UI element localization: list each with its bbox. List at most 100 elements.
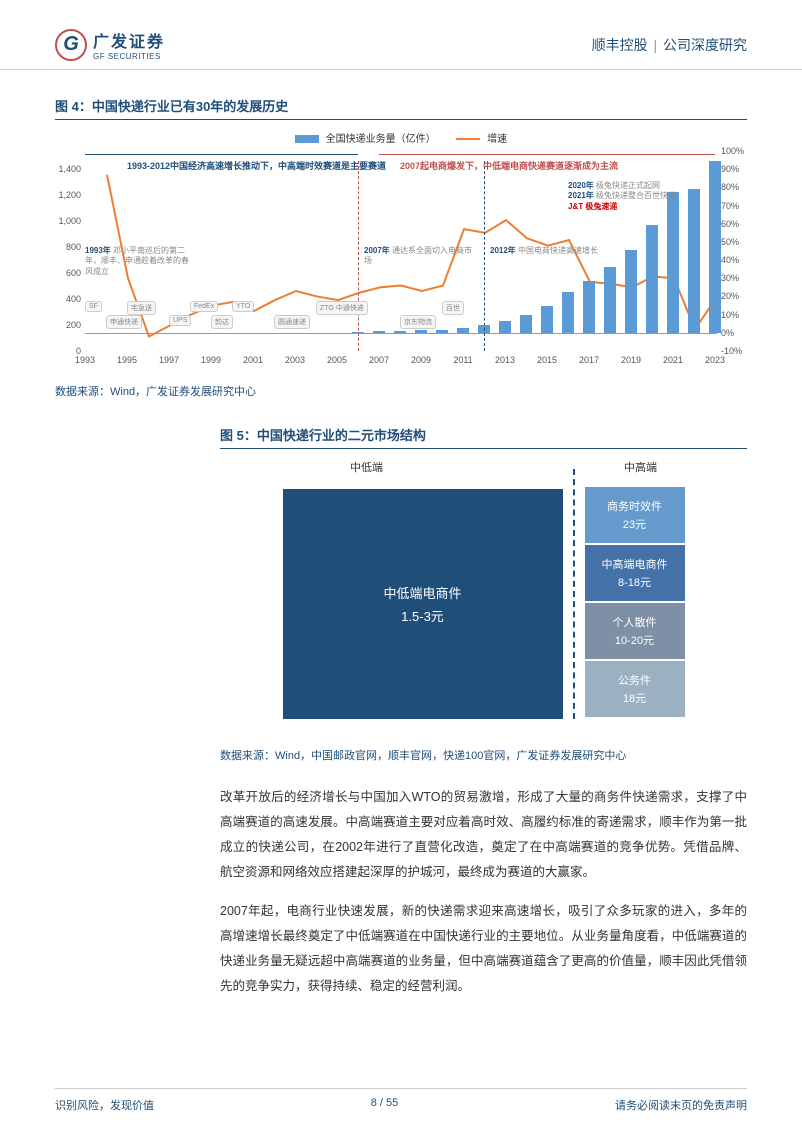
- legend-bar-swatch: [295, 135, 319, 143]
- x-tick: 2015: [537, 355, 557, 365]
- segment-label: 公务件: [618, 672, 651, 688]
- bar: [625, 250, 637, 332]
- segment-price: 8-18元: [618, 574, 651, 590]
- fig4-legend: 全国快递业务量（亿件） 增速: [55, 130, 747, 145]
- low-end-box: 中低端电商件 1.5-3元: [283, 489, 563, 719]
- y1-tick: 200: [66, 320, 81, 330]
- col-header-low: 中低端: [350, 459, 383, 475]
- bar: [667, 192, 679, 333]
- legend-bar-label: 全国快递业务量（亿件）: [326, 134, 436, 145]
- x-tick: 2019: [621, 355, 641, 365]
- y2-tick: 70%: [721, 201, 739, 211]
- company-logo-mini: 圆通速递: [274, 315, 310, 329]
- anno-event: 2007年 通达系全面切入电商市场: [364, 246, 474, 267]
- divider: [573, 469, 575, 719]
- stack-segment: 个人散件 10-20元: [585, 603, 685, 659]
- anno-period-1: 1993-2012中国经济高速增长推动下，中高端时效赛道是主要赛道: [127, 159, 386, 172]
- logo-en: GF SECURITIES: [93, 52, 165, 61]
- y2-tick: 10%: [721, 310, 739, 320]
- x-tick: 1993: [75, 355, 95, 365]
- company-logo-mini: 申通快递: [106, 315, 142, 329]
- company-logo-mini: YTO: [232, 301, 254, 312]
- vline: [484, 161, 485, 351]
- legend-line-swatch: [456, 138, 480, 140]
- x-tick: 2021: [663, 355, 683, 365]
- x-tick: 1997: [159, 355, 179, 365]
- y1-tick: 1,000: [58, 216, 81, 226]
- y2-tick: 90%: [721, 164, 739, 174]
- x-tick: 2001: [243, 355, 263, 365]
- x-tick: 2009: [411, 355, 431, 365]
- page-footer: 识别风险，发现价值 8 / 55 请务必阅读末页的免责声明: [55, 1088, 747, 1113]
- segment-label: 个人散件: [613, 614, 657, 630]
- x-tick: 2023: [705, 355, 725, 365]
- x-tick: 2007: [369, 355, 389, 365]
- y2-tick: 0%: [721, 328, 734, 338]
- y2-tick: 30%: [721, 273, 739, 283]
- y1-tick: 600: [66, 268, 81, 278]
- bar: [646, 225, 658, 333]
- paragraph-2: 2007年起，电商行业快速发展，新的快递需求迎来高速增长，吸引了众多玩家的进入，…: [220, 899, 747, 999]
- footer-right: 请务必阅读末页的免责声明: [615, 1097, 747, 1113]
- header-subject: 顺丰控股 | 公司深度研究: [592, 35, 747, 55]
- segment-price: 18元: [623, 690, 646, 706]
- x-tick: 2003: [285, 355, 305, 365]
- y2-tick: 60%: [721, 219, 739, 229]
- stack-segment: 公务件 18元: [585, 661, 685, 717]
- y1-tick: 400: [66, 294, 81, 304]
- company-logo-mini: ZTO 中通快递: [316, 301, 368, 315]
- fig4-plot-area: 02004006008001,0001,2001,400-10%0%10%20%…: [85, 151, 717, 351]
- footer-page: 8 / 55: [371, 1097, 399, 1113]
- y1-tick: 1,200: [58, 190, 81, 200]
- segment-label: 中高端电商件: [602, 556, 668, 572]
- footer-left: 识别风险，发现价值: [55, 1097, 154, 1113]
- anno-event: 2012年 中国电商快递高速增长: [490, 246, 600, 256]
- x-tick: 2005: [327, 355, 347, 365]
- logo: G 广发证券 GF SECURITIES: [55, 28, 165, 61]
- company-logo-mini: SF: [85, 301, 102, 312]
- body-text: 改革开放后的经济增长与中国加入WTO的贸易激增，形成了大量的商务件快递需求，支撑…: [220, 785, 747, 999]
- fig5-source: 数据来源：Wind，中国邮政官网，顺丰官网，快递100官网，广发证券发展研究中心: [220, 747, 747, 763]
- bar: [499, 321, 511, 333]
- page-header: G 广发证券 GF SECURITIES 顺丰控股 | 公司深度研究: [0, 0, 802, 70]
- logo-cn: 广发证券: [93, 28, 165, 52]
- page-current: 8: [371, 1097, 377, 1109]
- fig4-chart: 全国快递业务量（亿件） 增速 02004006008001,0001,2001,…: [55, 130, 747, 375]
- low-end-label: 中低端电商件: [383, 583, 461, 602]
- company-logo-mini: 百世: [442, 301, 464, 315]
- anno-jt: 2020年 极兔快递正式起网2021年 极兔快递整合百世快递J&T 极兔速递: [568, 181, 718, 212]
- y2-tick: 40%: [721, 255, 739, 265]
- fig5-chart: 中低端 中高端 中低端电商件 1.5-3元 商务时效件 23元中高端电商件 8-18…: [220, 459, 747, 739]
- segment-label: 商务时效件: [607, 498, 662, 514]
- bar: [562, 292, 574, 333]
- fig5-title: 图 5：中国快递行业的二元市场结构: [220, 425, 747, 449]
- company-logo-mini: UPS: [169, 315, 191, 326]
- anno-period-2: 2007起电商爆发下，中低端电商快递赛道逐渐成为主流: [400, 159, 618, 172]
- page-total: 55: [386, 1097, 398, 1109]
- y2-tick: 80%: [721, 182, 739, 192]
- bar: [541, 306, 553, 333]
- separator: |: [653, 37, 657, 53]
- bar: [583, 281, 595, 333]
- y2-tick: 20%: [721, 291, 739, 301]
- vline: [358, 161, 359, 351]
- low-end-price: 1.5-3元: [401, 606, 444, 625]
- col-header-high: 中高端: [624, 459, 657, 475]
- report-type: 公司深度研究: [663, 37, 747, 53]
- y1-tick: 1,400: [58, 164, 81, 174]
- legend-line-label: 增速: [487, 134, 507, 145]
- y1-tick: 800: [66, 242, 81, 252]
- segment-price: 23元: [623, 516, 646, 532]
- company-logo-mini: FedEx: [190, 301, 218, 312]
- y2-tick: 50%: [721, 237, 739, 247]
- x-tick: 2011: [453, 355, 472, 365]
- logo-mark: G: [55, 29, 87, 61]
- stack-segment: 商务时效件 23元: [585, 487, 685, 543]
- y2-tick: 100%: [721, 146, 744, 156]
- segment-price: 10-20元: [615, 632, 654, 648]
- x-tick: 2013: [495, 355, 515, 365]
- stack-segment: 中高端电商件 8-18元: [585, 545, 685, 601]
- company-logo-mini: 韵达: [211, 315, 233, 329]
- bar: [604, 267, 616, 333]
- paragraph-1: 改革开放后的经济增长与中国加入WTO的贸易激增，形成了大量的商务件快递需求，支撑…: [220, 785, 747, 885]
